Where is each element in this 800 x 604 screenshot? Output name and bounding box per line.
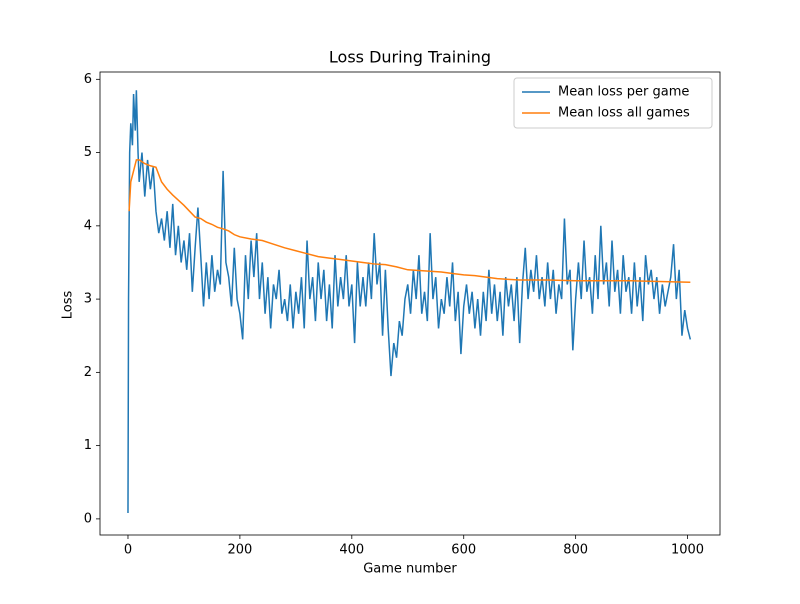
data-line — [128, 159, 691, 283]
y-tick-label: 4 — [84, 218, 92, 233]
y-tick-label: 2 — [84, 365, 92, 380]
x-axis-label: Game number — [363, 562, 457, 577]
chart-title: Loss During Training — [329, 48, 491, 67]
x-tick-label: 400 — [339, 543, 364, 558]
x-tick-label: 200 — [227, 543, 252, 558]
x-tick-label: 800 — [563, 543, 588, 558]
y-tick-label: 1 — [84, 438, 92, 453]
x-tick-label: 600 — [451, 543, 476, 558]
y-tick-label: 5 — [84, 145, 92, 160]
legend-box — [513, 77, 713, 129]
x-tick-label: 0 — [124, 543, 132, 558]
y-tick-label: 3 — [84, 292, 92, 307]
y-tick-label: 0 — [84, 511, 92, 526]
plot-frame — [99, 71, 721, 536]
legend-label: Mean loss all games — [558, 106, 690, 121]
legend-label: Mean loss per game — [558, 85, 689, 100]
data-line — [127, 90, 692, 514]
y-axis-label: Loss — [61, 291, 76, 320]
y-tick-label: 6 — [84, 72, 92, 87]
x-tick-label: 1000 — [671, 543, 704, 558]
